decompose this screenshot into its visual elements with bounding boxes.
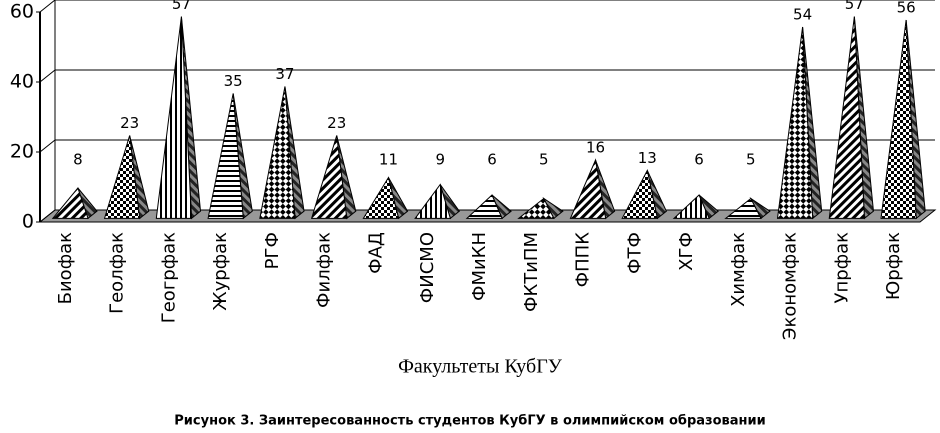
pyramid bbox=[621, 169, 668, 220]
pyramid-front bbox=[207, 93, 244, 219]
caption: Рисунок 3. Заинтересованность студентов … bbox=[174, 414, 765, 429]
y-tick-label: 40 bbox=[10, 71, 34, 93]
pyramid-front bbox=[259, 86, 296, 219]
pyramid-front bbox=[362, 176, 400, 219]
value-label: 57 bbox=[845, 0, 864, 13]
x-tick-label: ФИСМО bbox=[417, 232, 438, 303]
value-label: 56 bbox=[897, 0, 916, 17]
pyramid bbox=[724, 197, 771, 220]
x-tick-label: ФТФ bbox=[624, 232, 645, 274]
x-tick-label: Юрфак bbox=[883, 232, 904, 300]
x-tick-label: РГФ bbox=[262, 232, 283, 269]
pyramid-front bbox=[414, 183, 452, 219]
value-label: 11 bbox=[379, 151, 398, 169]
x-tick-label: Химфак bbox=[728, 232, 749, 307]
value-label: 16 bbox=[586, 139, 605, 157]
value-label: 8 bbox=[73, 151, 83, 169]
pyramid-front bbox=[621, 169, 659, 219]
value-label: 6 bbox=[694, 151, 704, 169]
value-label: 9 bbox=[435, 151, 445, 169]
value-label: 5 bbox=[746, 151, 756, 169]
pyramid bbox=[155, 16, 202, 220]
pyramid bbox=[51, 186, 98, 220]
x-tick-label: Экономфак bbox=[780, 232, 801, 340]
pyramid-front bbox=[51, 186, 89, 219]
pyramid-front bbox=[310, 135, 348, 219]
x-tick-label: Геогрфак bbox=[158, 232, 179, 323]
pyramid bbox=[259, 86, 305, 220]
pyramid bbox=[310, 135, 357, 220]
pyramid bbox=[880, 19, 926, 220]
pyramid-front bbox=[569, 158, 607, 219]
value-label: 23 bbox=[120, 114, 139, 132]
pyramid bbox=[207, 93, 253, 220]
x-tick-label: Геолфак bbox=[107, 232, 128, 314]
value-label: 6 bbox=[487, 151, 497, 169]
y-tick-label: 20 bbox=[10, 141, 34, 163]
pyramid bbox=[517, 197, 564, 220]
x-tick-label: Филфак bbox=[314, 232, 335, 308]
x-tick-label: ФППК bbox=[573, 232, 594, 288]
pyramid bbox=[414, 183, 461, 220]
pyramid bbox=[465, 194, 512, 220]
value-label: 13 bbox=[638, 149, 657, 167]
grid-line bbox=[39, 209, 56, 223]
pyramid bbox=[362, 176, 409, 220]
pyramid-front bbox=[517, 197, 555, 219]
value-label: 35 bbox=[224, 72, 243, 90]
pyramid-front bbox=[724, 197, 762, 219]
x-tick-label: Упрфак bbox=[831, 232, 852, 304]
x-tick-label: Журфак bbox=[210, 232, 231, 311]
value-label: 37 bbox=[275, 65, 294, 83]
y-tick-label: 0 bbox=[22, 211, 34, 233]
pyramid bbox=[776, 26, 823, 220]
pyramid-front bbox=[465, 194, 503, 219]
value-label: 57 bbox=[172, 0, 191, 13]
grid-line bbox=[39, 69, 56, 83]
pyramid bbox=[828, 16, 874, 220]
x-tick-label: Биофак bbox=[55, 232, 76, 304]
value-label: 54 bbox=[793, 6, 812, 24]
pyramid bbox=[103, 135, 150, 220]
value-label: 23 bbox=[327, 114, 346, 132]
x-tick-label: ФАД bbox=[365, 232, 386, 274]
pyramid-front bbox=[776, 26, 814, 219]
grid-line bbox=[39, 139, 56, 153]
pyramid bbox=[569, 158, 616, 220]
x-tick-label: ФМиКН bbox=[469, 232, 490, 301]
x-tick-label: ФКТиПМ bbox=[521, 232, 542, 312]
pyramid-front bbox=[155, 16, 193, 219]
pyramid bbox=[672, 194, 719, 220]
y-tick-label: 60 bbox=[10, 1, 34, 23]
grid-line bbox=[39, 0, 56, 13]
pyramid-front bbox=[828, 16, 865, 219]
x-axis-title: Факультеты КубГУ bbox=[398, 356, 563, 378]
pyramid-front bbox=[103, 135, 141, 219]
pyramid-front bbox=[880, 19, 917, 219]
value-label: 5 bbox=[539, 151, 549, 169]
pyramid-front bbox=[672, 194, 710, 219]
x-tick-label: ХГФ bbox=[676, 232, 697, 271]
